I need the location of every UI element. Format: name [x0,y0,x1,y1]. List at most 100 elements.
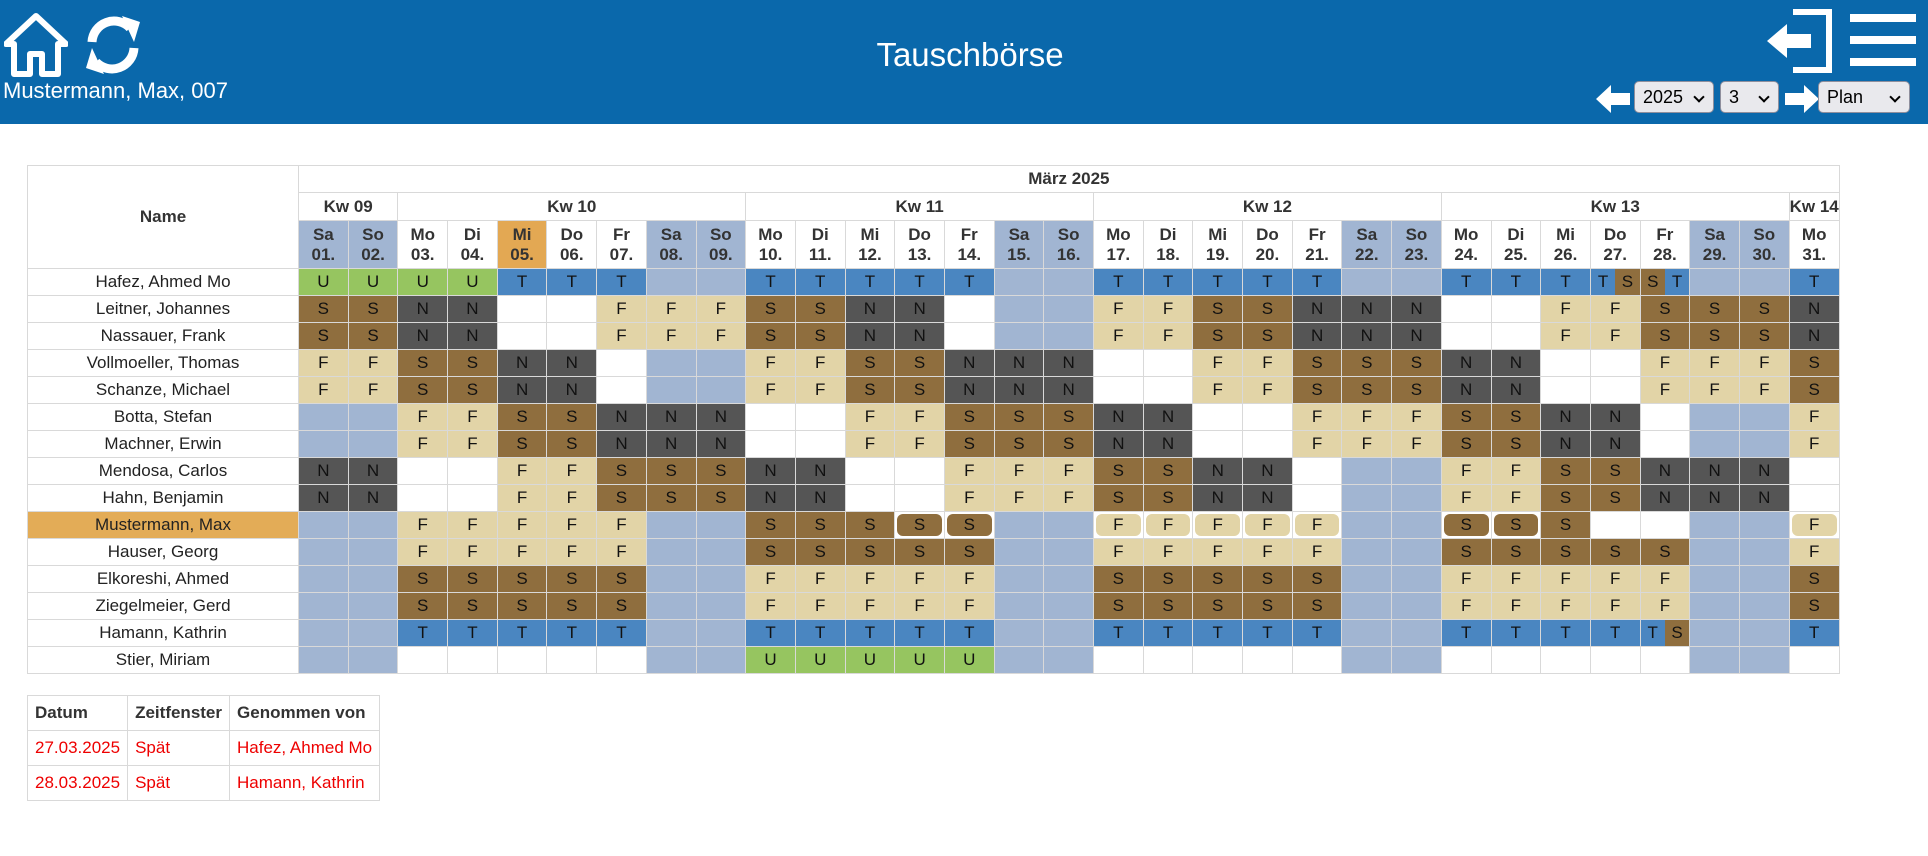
shift-cell[interactable]: F [447,538,498,566]
shift-cell[interactable]: S [1291,376,1343,404]
shift-cell[interactable]: T [596,268,647,296]
shift-cell[interactable]: F [397,538,449,566]
shift-cell[interactable]: S [1639,295,1691,323]
shift-cell[interactable]: T [794,619,846,647]
shift-cell[interactable]: F [1391,403,1442,431]
shift-cell[interactable]: S [447,376,498,404]
shift-cell[interactable]: F [1639,376,1691,404]
shift-cell[interactable]: F [993,484,1045,512]
shift-cell[interactable]: S [943,403,995,431]
shift-cell[interactable]: N [745,484,796,512]
shift-cell[interactable]: F [1689,376,1740,404]
month-select[interactable]: 3 [1720,81,1779,113]
shift-cell[interactable]: N [1093,430,1144,458]
shift-cell[interactable]: N [1043,349,1094,377]
shift-cell[interactable]: F [447,430,498,458]
shift-cell[interactable]: N [1440,349,1492,377]
shift-cell[interactable]: U [844,646,896,674]
shift-cell[interactable]: F [1291,403,1343,431]
shift-cell[interactable]: T [943,619,995,647]
shift-cell[interactable]: F [645,322,697,350]
shift-cell[interactable]: S [993,430,1045,458]
shift-cell[interactable]: F [546,484,598,512]
shift-cell[interactable]: F [844,565,896,593]
shift-cell[interactable]: S [1540,457,1591,485]
shift-offer-badge[interactable]: F [1245,514,1290,536]
shift-cell[interactable]: S [745,511,796,539]
shift-cell[interactable]: F [943,592,995,620]
shift-cell[interactable]: S [447,349,498,377]
shift-cell[interactable]: S [1192,565,1244,593]
shift-cell[interactable]: N [1490,376,1542,404]
shift-cell[interactable]: F [347,349,399,377]
shift-cell[interactable]: F [1440,592,1492,620]
shift-cell[interactable]: N [894,322,945,350]
shift-cell[interactable]: F [397,511,449,539]
shift-cell[interactable]: S [645,484,697,512]
shift-cell[interactable]: N [1142,403,1194,431]
shift-cell[interactable]: S [943,430,995,458]
shift-cell[interactable]: T [1142,619,1194,647]
shift-cell[interactable]: S [1242,592,1293,620]
shift-cell[interactable]: T [844,619,896,647]
shift-part[interactable]: T [1591,269,1616,295]
shift-cell[interactable]: S [1589,484,1641,512]
shift-cell[interactable]: S [1788,565,1840,593]
shift-cell[interactable]: F [1043,457,1094,485]
shift-cell[interactable]: U [298,268,349,296]
shift-cell[interactable]: S [1689,295,1740,323]
shift-cell[interactable]: S [745,538,796,566]
shift-cell[interactable]: F [1242,538,1293,566]
shift-cell[interactable]: F [546,538,598,566]
shift-cell[interactable]: F [745,592,796,620]
shift-cell[interactable]: F [1093,538,1144,566]
shift-cell[interactable]: F [1639,349,1691,377]
shift-cell[interactable]: S [496,430,548,458]
shift-cell[interactable]: S [1093,592,1144,620]
shift-cell[interactable]: F [596,511,647,539]
shift-cell[interactable]: N [1142,430,1194,458]
year-select[interactable]: 2025 [1634,81,1714,113]
shift-cell[interactable]: T [496,268,548,296]
shift-cell[interactable]: N [447,295,498,323]
shift-cell[interactable]: F [596,322,647,350]
shift-cell[interactable]: F [1341,403,1393,431]
shift-cell[interactable]: F [695,322,747,350]
shift-cell[interactable]: S [1043,430,1094,458]
shift-cell[interactable]: S [745,322,796,350]
shift-cell[interactable]: S [298,295,349,323]
shift-cell[interactable]: T [745,268,796,296]
shift-offer-cell[interactable]: S [1440,511,1492,539]
shift-offer-cell[interactable]: F [1242,511,1293,539]
shift-part[interactable]: S [1615,269,1640,295]
shift-cell[interactable]: S [1490,403,1542,431]
shift-cell[interactable]: T [546,619,598,647]
shift-cell[interactable]: F [1440,565,1492,593]
shift-offer-cell[interactable]: S [894,511,945,539]
shift-cell[interactable]: T [1242,619,1293,647]
shift-cell[interactable]: T [596,619,647,647]
shift-cell[interactable]: F [1639,565,1691,593]
shift-cell[interactable]: U [447,268,498,296]
shift-cell[interactable]: N [397,322,449,350]
shift-cell[interactable]: S [1391,349,1442,377]
shift-cell[interactable]: F [1639,592,1691,620]
shift-cell[interactable]: S [1242,295,1293,323]
shift-cell[interactable]: S [844,376,896,404]
shift-cell[interactable]: F [943,457,995,485]
shift-cell[interactable]: F [1093,295,1144,323]
shift-offer-cell[interactable]: F [1788,511,1840,539]
shift-cell[interactable]: S [1242,565,1293,593]
shift-offer-badge[interactable]: F [1195,514,1241,536]
shift-cell[interactable]: F [794,565,846,593]
shift-cell[interactable]: F [1093,322,1144,350]
shift-cell[interactable]: S [1788,592,1840,620]
shift-cell[interactable]: N [298,457,349,485]
shift-cell[interactable]: S [695,457,747,485]
shift-cell[interactable]: S [1738,322,1790,350]
shift-cell[interactable]: S [1540,484,1591,512]
shift-cell[interactable]: N [1291,295,1343,323]
shift-cell[interactable]: F [794,376,846,404]
shift-cell[interactable]: F [447,511,498,539]
